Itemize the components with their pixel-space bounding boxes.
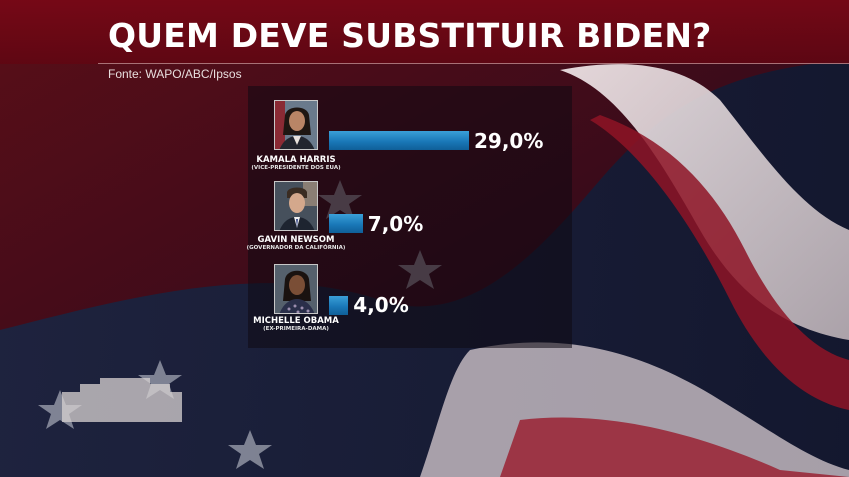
source-label: Fonte: WAPO/ABC/Ipsos <box>108 67 242 81</box>
value-label: 29,0% <box>474 129 544 153</box>
gavin-newsom-photo <box>274 181 318 231</box>
category-sublabel: (VICE-PRESIDENTE DOS EUA) <box>251 165 341 171</box>
value-label: 7,0% <box>367 212 424 236</box>
category-label: GAVIN NEWSOM <box>257 235 335 245</box>
category-sublabel: (EX-PRIMEIRA-DAMA) <box>263 326 329 332</box>
category-sublabel: (GOVERNADOR DA CALIFÓRNIA) <box>246 245 346 251</box>
bar-row: GAVIN NEWSOM (GOVERNADOR DA CALIFÓRNIA) … <box>0 181 849 261</box>
chart-title: QUEM DEVE SUBSTITUIR BIDEN? <box>108 16 712 55</box>
title-divider <box>98 63 849 64</box>
bar-kamala-harris <box>329 131 469 150</box>
category-label: KAMALA HARRIS <box>256 155 336 165</box>
bar-row: KAMALA HARRIS (VICE-PRESIDENTE DOS EUA) … <box>0 100 849 180</box>
value-label: 4,0% <box>353 293 409 317</box>
kamala-harris-photo <box>274 100 318 150</box>
title-band <box>0 0 849 64</box>
category-label: MICHELLE OBAMA <box>253 316 339 326</box>
bar-gavin-newsom <box>329 214 363 233</box>
bar-michelle-obama <box>329 296 349 315</box>
bar-row: MICHELLE OBAMA (EX-PRIMEIRA-DAMA) 4,0% <box>0 264 849 344</box>
michelle-obama-photo <box>274 264 318 314</box>
